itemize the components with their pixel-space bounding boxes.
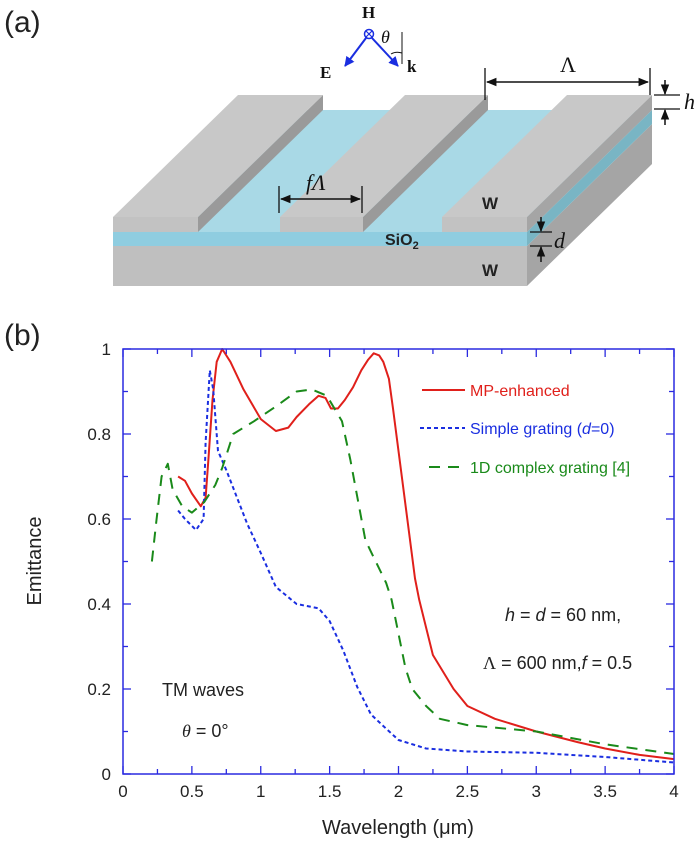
sio2-front: [113, 232, 527, 246]
grating-diagram: Λ h fΛ W W SiO2 d H θ E: [113, 3, 695, 286]
y-tick-label: 0.6: [87, 510, 111, 529]
ridge-2: [280, 95, 488, 232]
ridge-3: [442, 95, 652, 232]
series-layer: [150, 348, 675, 764]
e-field-label: E: [320, 63, 331, 82]
period-label: Λ: [560, 52, 576, 77]
k-vector-arrow: [371, 37, 399, 67]
thickness-label: d: [554, 228, 566, 253]
h-field-label: H: [362, 3, 375, 22]
plot-frame: [122, 348, 675, 775]
k-vector-label: k: [407, 57, 417, 76]
series-line-1: [177, 369, 675, 764]
tick-layer: 0 0.5 1 1.5 2 2.5 3 3.5 4 0 0.2 0.4 0.6 0.8 1: [87, 340, 678, 801]
substrate-front: [113, 246, 527, 286]
sio2-label: SiO2: [385, 232, 419, 252]
x-tick-label: 3: [532, 782, 541, 801]
emittance-chart: 0 0.5 1 1.5 2 2.5 3 3.5 4 0 0.2 0.4 0.6 0.8 1 Waveleng…: [24, 340, 679, 839]
y-tick-label: 1: [102, 340, 111, 359]
e-field-arrow: [344, 37, 367, 67]
y-tick-label: 0.8: [87, 425, 111, 444]
legend-label-mp-enhanced: MP-enhanced: [470, 383, 570, 400]
legend: MP-enhanced Simple grating (d=0) 1D comp…: [420, 383, 630, 477]
param-period-fill: Λ = 600 nm,f = 0.5: [483, 653, 632, 673]
x-tick-label: 2.5: [456, 782, 480, 801]
height-label: h: [684, 89, 695, 114]
y-tick-label: 0.2: [87, 680, 111, 699]
x-axis-title: Wavelength (μm): [322, 817, 474, 839]
y-tick-label: 0: [102, 765, 111, 784]
panel-label-a: (a): [4, 6, 41, 39]
theta-label: θ: [381, 27, 390, 47]
legend-label-simple-grating: Simple grating (d=0): [470, 421, 615, 438]
legend-label-1d-complex: 1D complex grating [4]: [470, 460, 630, 477]
metal-top-label: W: [482, 194, 499, 213]
x-tick-label: 2: [394, 782, 403, 801]
h-field-into-page-icon: [363, 28, 375, 40]
angle-label: θ = 0°: [182, 721, 229, 741]
x-tick-label: 0.5: [180, 782, 204, 801]
param-h-d: h = d = 60 nm,: [505, 605, 621, 625]
series-line-2: [150, 388, 675, 755]
panel-label-b: (b): [4, 319, 41, 352]
x-tick-label: 4: [669, 782, 678, 801]
sio2-side: [527, 110, 652, 246]
x-tick-label: 3.5: [593, 782, 617, 801]
x-tick-label: 0: [118, 782, 127, 801]
ridge-1: [113, 95, 323, 232]
x-tick-label: 1.5: [318, 782, 342, 801]
substrate-side: [527, 124, 652, 286]
y-tick-label: 0.4: [87, 595, 111, 614]
polarization-label: TM waves: [162, 680, 244, 700]
fill-width-label: fΛ: [306, 170, 326, 195]
x-tick-label: 1: [256, 782, 265, 801]
y-axis-title: Emittance: [24, 517, 46, 606]
series-line-0: [177, 348, 675, 761]
metal-bottom-label: W: [482, 261, 499, 280]
